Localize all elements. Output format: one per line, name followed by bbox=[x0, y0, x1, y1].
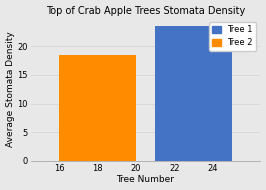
Legend: Tree 1, Tree 2: Tree 1, Tree 2 bbox=[209, 22, 256, 51]
Title: Top of Crab Apple Trees Stomata Density: Top of Crab Apple Trees Stomata Density bbox=[46, 6, 245, 16]
X-axis label: Tree Number: Tree Number bbox=[117, 175, 174, 184]
Bar bbox=[59, 55, 136, 161]
Y-axis label: Average Stomata Density: Average Stomata Density bbox=[6, 31, 15, 147]
Bar bbox=[155, 26, 232, 161]
